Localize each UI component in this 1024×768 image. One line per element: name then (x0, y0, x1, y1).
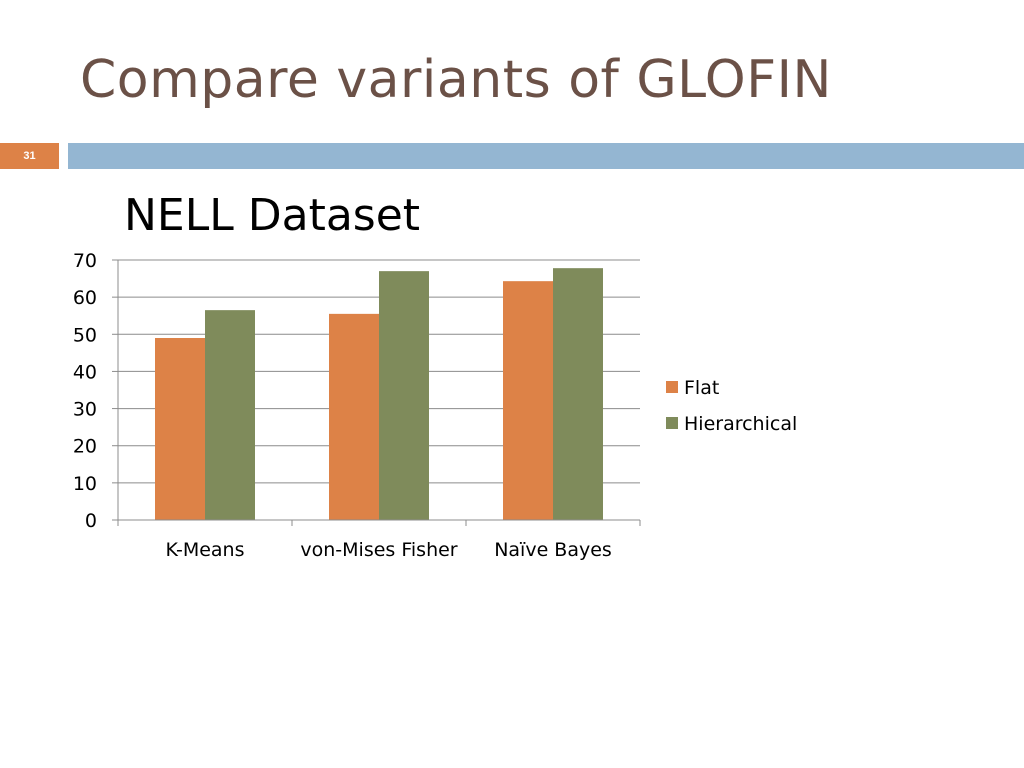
bar-hierarchical-0 (205, 310, 255, 520)
bar-flat-0 (155, 338, 205, 520)
y-tick-label: 70 (73, 250, 97, 272)
legend-swatch (666, 417, 678, 429)
y-tick-label: 40 (73, 361, 97, 383)
slide-number: 31 (0, 143, 59, 169)
y-axis-ticks: 0 10 20 30 40 50 60 70 (73, 250, 118, 532)
slide-title: Compare variants of GLOFIN (80, 50, 832, 110)
y-tick-label: 50 (73, 324, 97, 346)
y-tick-label: 30 (73, 399, 97, 421)
y-tick-label: 60 (73, 287, 97, 309)
header-bar (68, 143, 1024, 169)
y-tick-label: 10 (73, 473, 97, 495)
legend-swatch (666, 381, 678, 393)
x-tick-label: Naïve Bayes (494, 539, 612, 561)
y-tick-label: 20 (73, 436, 97, 458)
legend-label: Flat (684, 377, 719, 399)
legend-label: Hierarchical (684, 413, 797, 435)
legend: Flat Hierarchical (666, 377, 797, 435)
chart-title: NELL Dataset (124, 190, 420, 241)
bars (155, 268, 603, 520)
bar-flat-1 (329, 313, 379, 520)
bar-chart: NELL Dataset 0 10 20 30 40 50 60 70 K-Means von-… (73, 190, 797, 561)
x-tick-label: K-Means (166, 539, 245, 561)
x-tick-label: von-Mises Fisher (300, 539, 457, 561)
bar-hierarchical-2 (553, 268, 603, 520)
y-tick-label: 0 (85, 510, 97, 532)
bar-flat-2 (503, 281, 553, 520)
x-axis: K-Means von-Mises Fisher Naïve Bayes (117, 260, 641, 561)
bar-hierarchical-1 (379, 271, 429, 520)
